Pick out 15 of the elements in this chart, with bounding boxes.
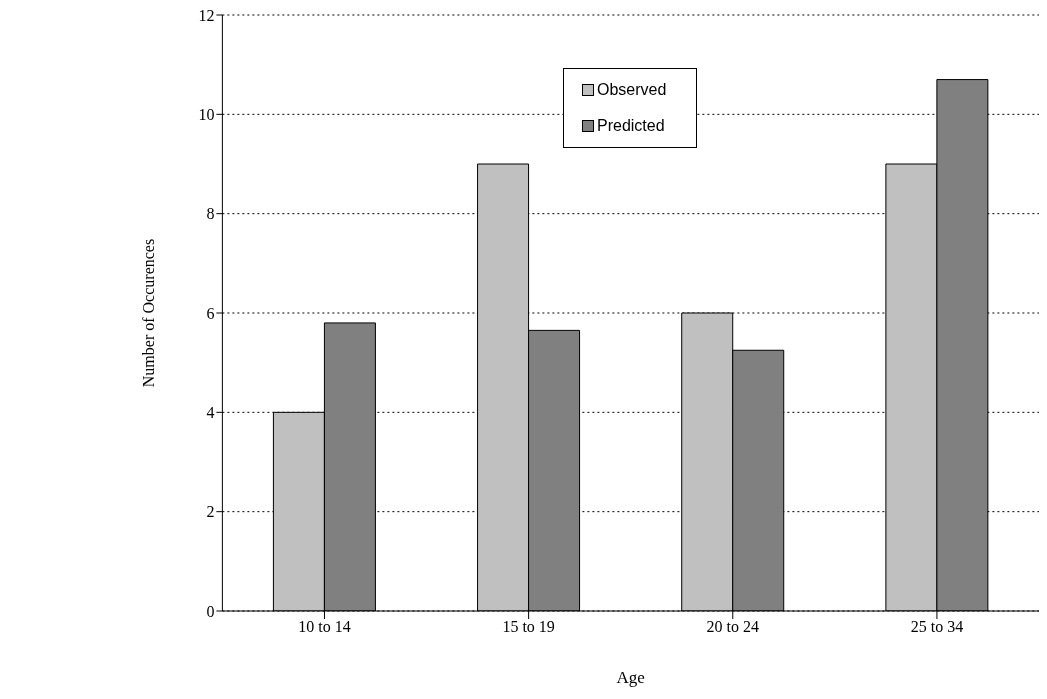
x-tick-label: 10 to 14 xyxy=(298,618,351,636)
y-tick-label: 12 xyxy=(198,6,215,24)
y-tick-label: 4 xyxy=(206,404,215,422)
x-tick-label: 25 to 34 xyxy=(910,618,964,636)
legend-label: Predicted xyxy=(596,117,666,135)
x-tick-label: 15 to 19 xyxy=(502,618,555,636)
y-tick-label: 0 xyxy=(206,602,215,620)
x-axis-title: Age xyxy=(616,668,645,687)
legend-label: Observed xyxy=(596,81,667,99)
y-tick-label: 8 xyxy=(206,205,215,223)
y-tick-label: 6 xyxy=(206,304,215,322)
y-tick-label: 10 xyxy=(198,106,215,124)
y-tick-label: 2 xyxy=(206,503,215,521)
y-axis-title: Number of Occurences xyxy=(140,238,158,388)
x-tick-label: 20 to 24 xyxy=(706,618,759,636)
